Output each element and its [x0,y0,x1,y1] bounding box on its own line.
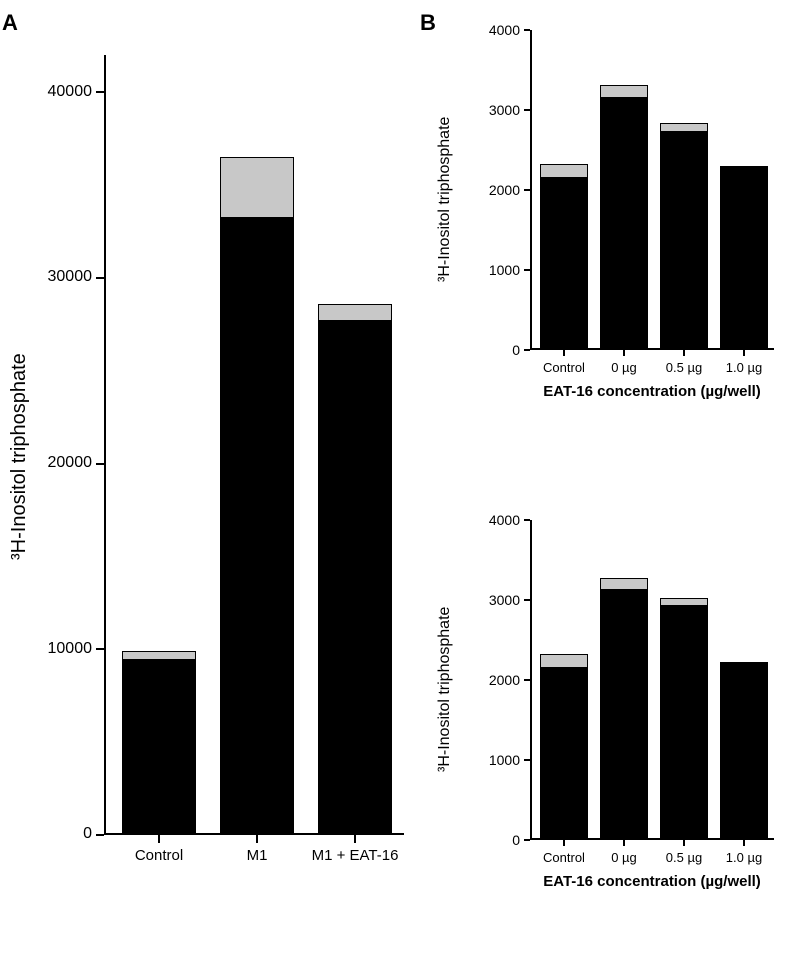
panel-label-b: B [420,10,436,36]
chartB1-y-axis [530,30,532,350]
chartB1-y-tick [524,269,530,271]
chartA-x-tick [256,835,258,843]
chartB2-x-tick-label: 1.0 µg [684,850,800,865]
chartB1-y-tick [524,29,530,31]
chartB1-x-tick [563,350,565,356]
chartA-bar-cap [318,304,392,321]
chartB1-y-tick-label: 4000 [450,22,520,38]
chartA-y-tick [96,834,104,836]
chartB2-y-tick [524,679,530,681]
chartB2-y-tick-label: 4000 [450,512,520,528]
chartB2-y-tick [524,839,530,841]
chartB1-y-tick [524,189,530,191]
chartA-x-tick [354,835,356,843]
chartA-y-tick [96,91,104,93]
chartA-y-tick-label: 40000 [22,83,92,101]
chartA-y-tick-label: 20000 [22,454,92,472]
chartB2-y-tick-label: 2000 [450,672,520,688]
chartB2-x-tick [683,840,685,846]
chartB2-y-tick [524,759,530,761]
chartB2-bar-body [600,590,648,840]
chartA-bar-body [318,321,392,835]
chartB1-y-tick-label: 1000 [450,262,520,278]
chartA-y-tick [96,277,104,279]
chartB2-y-tick [524,519,530,521]
chartB2-x-tick [623,840,625,846]
chartB1-bar-cap [600,85,648,98]
chartB1-y-tick-label: 2000 [450,182,520,198]
chartB2-y-axis [530,520,532,840]
chartB1-bar-body [540,178,588,350]
panel-label-a: A [2,10,18,36]
chartB2-bar-cap [540,654,588,668]
chartB1-bar-body [720,166,768,350]
chartB2-bar-cap [600,578,648,590]
chartB1-bar-cap [660,123,708,132]
chartB2-bar-body [660,606,708,840]
chartB1-y-title: ³H-Inositol triphosphate [436,117,454,282]
chartB2-bar-body [720,662,768,840]
chartB1-y-tick-label: 3000 [450,102,520,118]
chartA-x-tick-label: M1 + EAT-16 [295,847,415,864]
chartB2-y-tick [524,599,530,601]
chartB2-y-tick-label: 3000 [450,592,520,608]
chartA: 010000200003000040000³H-Inositol triphos… [104,55,404,835]
chartA-y-tick-label: 30000 [22,268,92,286]
chartB1-y-tick-label: 0 [450,342,520,358]
chartA-y-tick-label: 0 [22,825,92,843]
chartB2-x-title: EAT-16 concentration (µg/well) [530,873,774,890]
chartA-y-tick [96,648,104,650]
chartB2-bar-cap [660,598,708,606]
chartB1-y-tick [524,349,530,351]
chartA-y-tick-label: 10000 [22,640,92,658]
chartB1-bar-body [600,98,648,350]
chartB1-x-title: EAT-16 concentration (µg/well) [530,383,774,400]
chartB2-x-tick [743,840,745,846]
chartB1-x-tick [683,350,685,356]
chartB1-bar-body [660,132,708,350]
chartB2-y-tick-label: 0 [450,832,520,848]
chartB1: 01000200030004000³H-Inositol triphosphat… [530,30,774,350]
chartB1-y-tick [524,109,530,111]
chartB2: 01000200030004000³H-Inositol triphosphat… [530,520,774,840]
chartA-bar-cap [122,651,196,660]
chartA-bar-body [122,660,196,835]
chartB2-x-tick [563,840,565,846]
chartA-y-axis [104,55,106,835]
chartB1-bar-cap [540,164,588,178]
chartA-bar-body [220,218,294,835]
chartB2-y-tick-label: 1000 [450,752,520,768]
chartB1-x-tick [743,350,745,356]
chartA-x-tick [158,835,160,843]
chartB2-y-title: ³H-Inositol triphosphate [436,607,454,772]
chartB2-bar-body [540,668,588,840]
chartB1-x-tick [623,350,625,356]
chartB1-x-tick-label: 1.0 µg [684,360,800,375]
chartA-y-title: ³H-Inositol triphosphate [8,353,31,560]
chartA-y-tick [96,463,104,465]
chartA-bar-cap [220,157,294,218]
